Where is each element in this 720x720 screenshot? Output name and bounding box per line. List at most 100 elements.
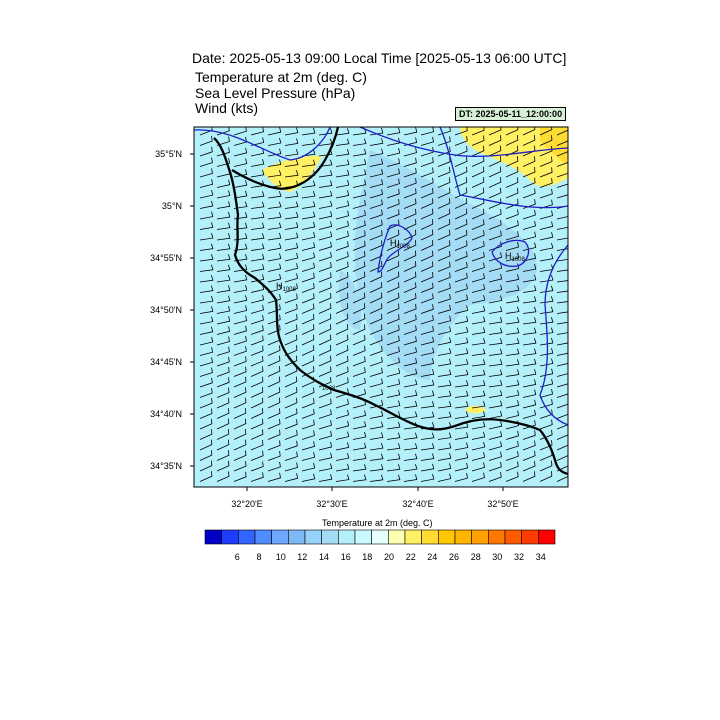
wind-barb xyxy=(352,261,366,272)
wind-barb xyxy=(335,409,349,419)
wind-barb xyxy=(318,355,332,367)
wind-barb xyxy=(386,346,400,356)
wind-barb xyxy=(505,369,520,377)
wind-barb xyxy=(539,358,554,367)
wind-barb xyxy=(403,198,417,209)
wind-barb xyxy=(386,443,401,451)
wind-barb xyxy=(318,452,333,461)
wind-barb xyxy=(488,295,503,304)
wind-barb xyxy=(488,410,503,419)
lat-label: 34°45'N xyxy=(150,357,182,367)
wind-barb xyxy=(352,210,366,220)
wind-barb xyxy=(250,345,264,356)
wind-barb xyxy=(386,209,400,220)
colorbar-tick-label: 8 xyxy=(256,552,261,562)
wind-barb xyxy=(556,183,568,188)
wind-barb xyxy=(420,208,434,220)
wind-barb xyxy=(403,325,417,335)
wind-barb xyxy=(522,242,537,251)
wind-barb xyxy=(556,258,568,262)
wind-barb xyxy=(250,243,265,251)
wind-barb xyxy=(539,167,553,178)
wind-barb xyxy=(233,346,247,356)
wind-barb xyxy=(250,408,264,419)
wind-barb xyxy=(403,208,417,220)
wind-barb xyxy=(420,219,434,230)
wind-barb xyxy=(199,418,213,430)
wind-barb xyxy=(216,316,231,325)
wind-barb xyxy=(233,243,248,251)
colorbar-swatch xyxy=(371,529,389,545)
wind-barb xyxy=(199,450,213,461)
wind-barb xyxy=(539,337,554,346)
wind-barb xyxy=(369,271,383,283)
wind-barb xyxy=(199,398,213,409)
wind-barb xyxy=(522,338,537,346)
wind-barb xyxy=(301,272,315,283)
wind-barb xyxy=(335,345,349,356)
wind-barb xyxy=(250,294,265,304)
wind-barb xyxy=(250,335,264,346)
colorbar-swatch xyxy=(538,529,556,545)
wind-barb xyxy=(335,313,349,325)
warm-temperature-area xyxy=(465,405,486,414)
wind-barb xyxy=(488,156,502,167)
wind-barb xyxy=(284,263,299,272)
wind-barb xyxy=(335,169,350,178)
wind-barb xyxy=(454,316,469,325)
wind-barb xyxy=(403,240,417,251)
wind-barb xyxy=(539,460,553,472)
wind-barb xyxy=(369,127,384,136)
wind-barb xyxy=(454,219,468,230)
wind-barb xyxy=(335,251,349,262)
wind-barb xyxy=(386,240,400,251)
wind-barb xyxy=(471,431,486,440)
wind-barb xyxy=(403,400,418,409)
wind-barb xyxy=(522,471,536,482)
wind-barb xyxy=(522,306,537,314)
wind-barb xyxy=(403,379,418,388)
wind-barb xyxy=(267,212,282,220)
wind-barb xyxy=(539,378,554,388)
wind-barb xyxy=(505,379,520,388)
wind-barb xyxy=(471,295,486,304)
wind-barb xyxy=(539,296,554,304)
wind-barb xyxy=(403,293,417,304)
wind-barb xyxy=(233,147,248,157)
wind-barb xyxy=(556,383,568,388)
wind-barb xyxy=(284,252,299,262)
wind-barb xyxy=(556,290,568,293)
wind-barb xyxy=(454,251,468,262)
wind-barb xyxy=(199,211,214,220)
wind-barb xyxy=(233,461,247,472)
wind-barb xyxy=(301,127,316,136)
wind-barb xyxy=(318,409,332,419)
wind-barb xyxy=(284,440,298,451)
wind-barb xyxy=(318,251,332,262)
wind-barb xyxy=(199,179,214,188)
wind-barb xyxy=(556,362,568,367)
wind-barb xyxy=(369,148,384,157)
wind-barb xyxy=(437,250,451,262)
wind-barb xyxy=(505,317,520,325)
wind-barb xyxy=(488,400,503,409)
wind-barb xyxy=(250,222,265,230)
wind-barb xyxy=(301,355,315,367)
lon-label: 32°40'E xyxy=(402,499,433,509)
wind-barb xyxy=(335,452,350,461)
wind-barb xyxy=(352,377,366,388)
colorbar-swatch xyxy=(521,529,539,545)
wind-barb xyxy=(386,357,400,367)
wind-barb xyxy=(386,368,401,377)
wind-barb xyxy=(369,324,383,335)
wind-barb xyxy=(386,314,400,325)
wind-barb xyxy=(284,138,299,146)
wind-barb xyxy=(318,241,332,251)
wind-barb xyxy=(250,191,265,199)
wind-barb xyxy=(284,159,299,167)
wind-barb xyxy=(471,337,486,346)
wind-barb xyxy=(301,242,316,251)
colorbar-swatch xyxy=(304,529,322,545)
wind-barb xyxy=(454,462,469,472)
wind-barb xyxy=(556,140,568,146)
